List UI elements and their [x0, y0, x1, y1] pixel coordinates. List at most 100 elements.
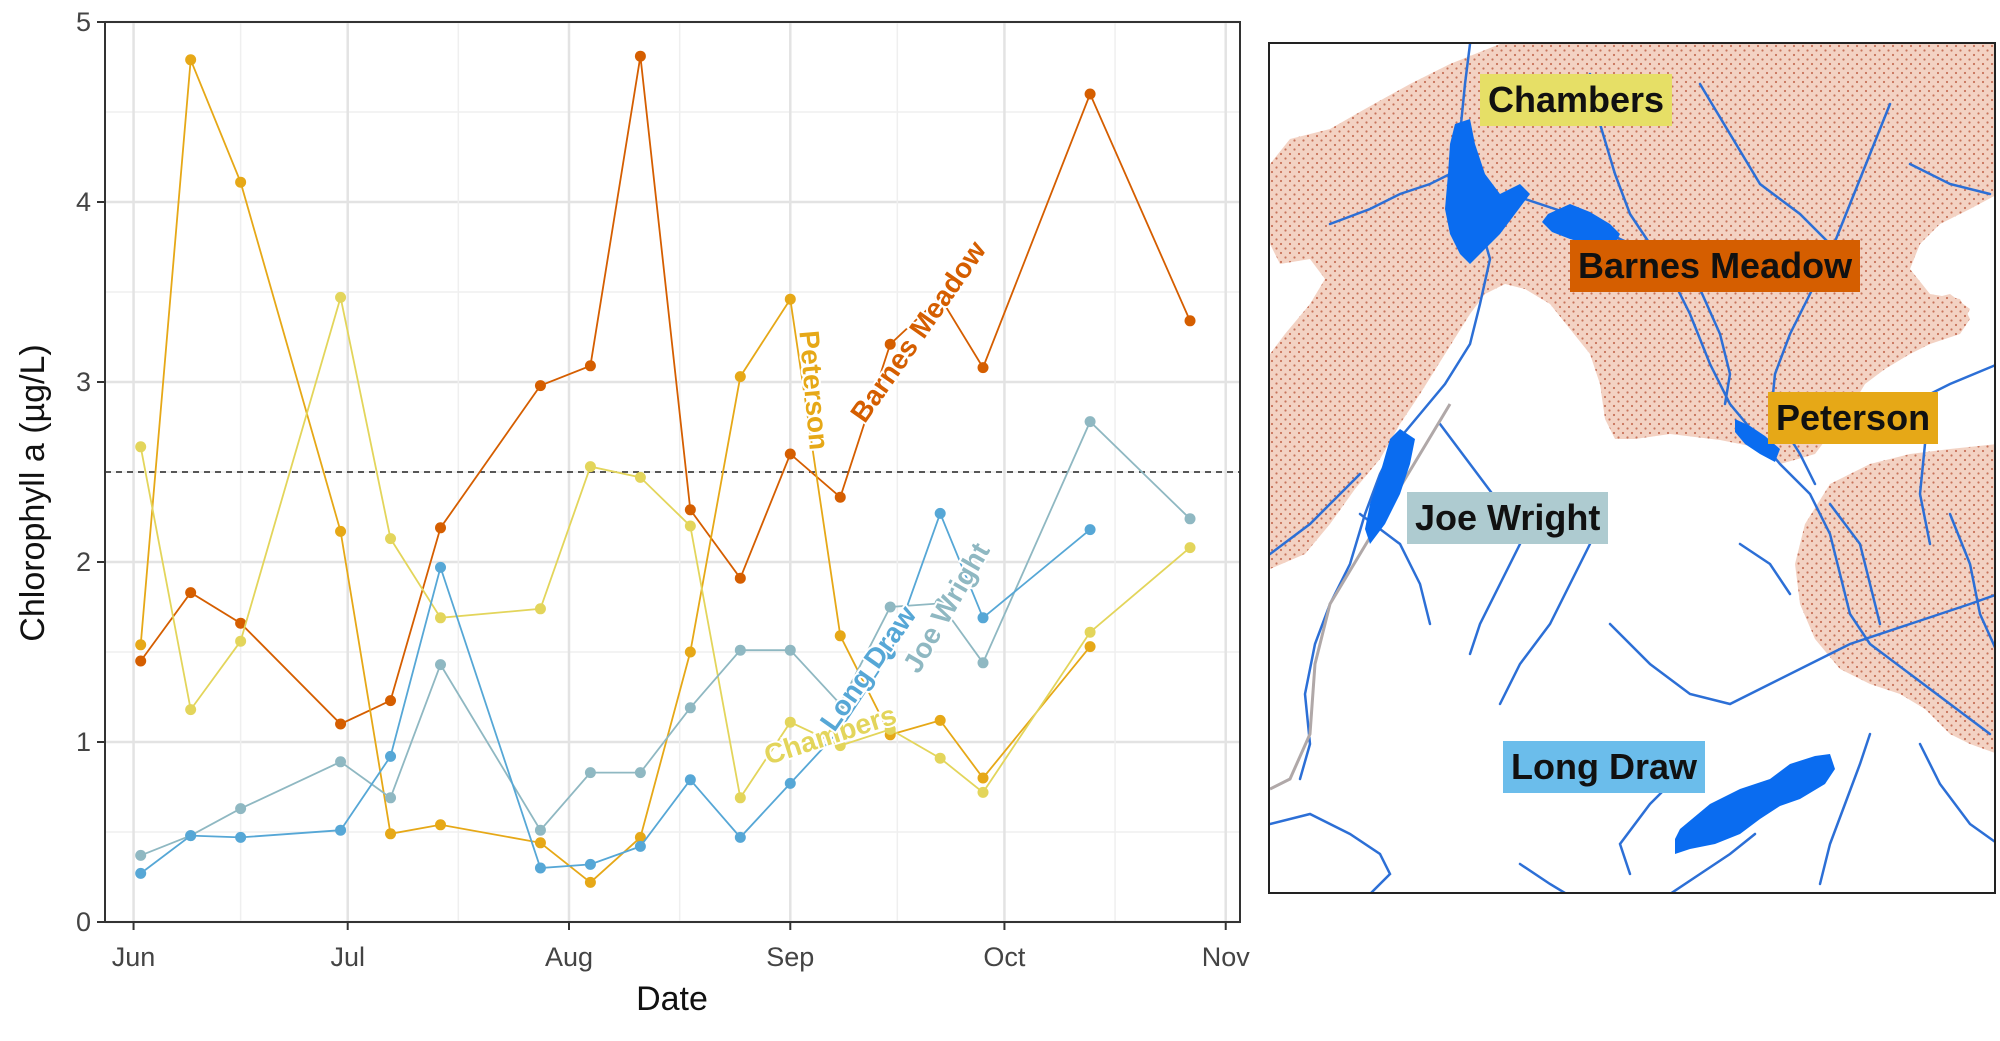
x-tick-label: Oct — [983, 942, 1026, 972]
data-point-joe-wright — [584, 767, 596, 779]
data-point-long-draw — [335, 824, 347, 836]
data-point-long-draw — [534, 862, 546, 874]
map-label-long-draw: Long Draw — [1503, 741, 1705, 793]
x-tick-label: Aug — [545, 942, 593, 972]
data-point-barnes-meadow — [435, 522, 447, 534]
data-point-barnes-meadow — [934, 291, 946, 303]
data-point-joe-wright — [435, 659, 447, 671]
data-point-barnes-meadow — [385, 695, 397, 707]
map-panel: Chambers Barnes Meadow Peterson Joe Wrig… — [1268, 42, 1996, 894]
data-point-barnes-meadow — [1084, 88, 1096, 100]
x-axis-title: Date — [636, 980, 708, 1018]
plot-frame — [104, 21, 1241, 923]
data-point-long-draw — [634, 840, 646, 852]
series-label-peterson: Peterson — [793, 329, 834, 451]
data-point-chambers — [1184, 542, 1196, 554]
data-point-long-draw — [584, 858, 596, 870]
data-point-chambers — [435, 612, 447, 624]
y-axis-title: Chlorophyll a (µg/L) — [14, 344, 52, 641]
data-point-joe-wright — [834, 698, 846, 710]
x-tick-label: Jun — [112, 942, 156, 972]
data-point-peterson — [834, 630, 846, 642]
data-point-peterson — [135, 639, 147, 651]
data-point-barnes-meadow — [684, 504, 696, 516]
data-point-barnes-meadow — [634, 50, 646, 62]
data-point-peterson — [235, 176, 247, 188]
data-point-long-draw — [435, 561, 447, 573]
data-point-peterson — [634, 831, 646, 843]
data-point-chambers — [185, 704, 197, 716]
data-point-chambers — [584, 461, 596, 473]
data-point-barnes-meadow — [734, 572, 746, 584]
data-point-joe-wright — [335, 756, 347, 768]
data-point-peterson — [185, 54, 197, 66]
map-label-peterson: Peterson — [1768, 392, 1939, 444]
data-point-peterson — [435, 819, 447, 831]
data-point-long-draw — [977, 612, 989, 624]
data-point-joe-wright — [977, 657, 989, 669]
y-tick-label: 5 — [76, 7, 91, 37]
data-point-barnes-meadow — [185, 587, 197, 599]
data-point-peterson — [534, 837, 546, 849]
map-label-barnes-meadow: Barnes Meadow — [1570, 240, 1861, 292]
y-tick-label: 3 — [76, 367, 91, 397]
series-line-barnes-meadow — [139, 56, 1191, 726]
data-point-peterson — [385, 828, 397, 840]
data-point-peterson — [584, 876, 596, 888]
y-tick-label: 4 — [76, 187, 91, 217]
data-point-long-draw — [934, 507, 946, 519]
data-point-chambers — [884, 723, 896, 735]
data-point-barnes-meadow — [884, 338, 896, 350]
data-point-joe-wright — [634, 767, 646, 779]
data-point-barnes-meadow — [977, 362, 989, 374]
data-point-peterson — [784, 293, 796, 305]
data-point-long-draw — [734, 831, 746, 843]
series-line-long-draw — [140, 510, 1091, 875]
data-point-barnes-meadow — [335, 718, 347, 730]
data-point-peterson — [977, 772, 989, 784]
series-layer — [135, 50, 1196, 888]
data-point-barnes-meadow — [534, 380, 546, 392]
data-point-long-draw — [235, 831, 247, 843]
data-point-joe-wright — [135, 849, 147, 861]
lakes — [1365, 119, 1835, 854]
data-point-long-draw — [185, 830, 197, 842]
data-point-joe-wright — [734, 644, 746, 656]
y-tick-label: 1 — [76, 727, 91, 757]
data-point-barnes-meadow — [235, 617, 247, 629]
data-point-joe-wright — [385, 792, 397, 804]
data-point-joe-wright — [534, 824, 546, 836]
data-point-chambers — [834, 740, 846, 752]
data-point-joe-wright — [684, 702, 696, 714]
data-point-joe-wright — [934, 597, 946, 609]
data-point-joe-wright — [1084, 416, 1096, 428]
data-point-barnes-meadow — [784, 448, 796, 460]
series-line-joe-wright — [140, 420, 1191, 857]
data-point-barnes-meadow — [834, 491, 846, 503]
data-point-chambers — [135, 441, 147, 453]
x-tick-label: Nov — [1202, 942, 1251, 972]
data-point-chambers — [385, 533, 397, 545]
data-point-chambers — [1084, 626, 1096, 638]
data-point-chambers — [335, 291, 347, 303]
data-point-barnes-meadow — [135, 655, 147, 667]
data-point-chambers — [934, 752, 946, 764]
data-point-peterson — [934, 714, 946, 726]
series-line-chambers — [139, 297, 1191, 801]
data-point-peterson — [335, 525, 347, 537]
data-point-chambers — [734, 792, 746, 804]
data-point-chambers — [534, 603, 546, 615]
data-point-chambers — [235, 635, 247, 647]
data-point-barnes-meadow — [1184, 315, 1196, 327]
series-label-joe-wright: Joe Wright — [897, 537, 996, 677]
map-label-joe-wright: Joe Wright — [1407, 492, 1609, 544]
data-point-joe-wright — [784, 644, 796, 656]
map-label-chambers: Chambers — [1480, 74, 1673, 126]
road — [1270, 403, 1452, 791]
data-point-chambers — [977, 786, 989, 798]
series-joe-wright — [135, 416, 1196, 861]
x-tick-label: Sep — [766, 942, 814, 972]
data-point-chambers — [784, 716, 796, 728]
series-chambers — [135, 291, 1196, 804]
